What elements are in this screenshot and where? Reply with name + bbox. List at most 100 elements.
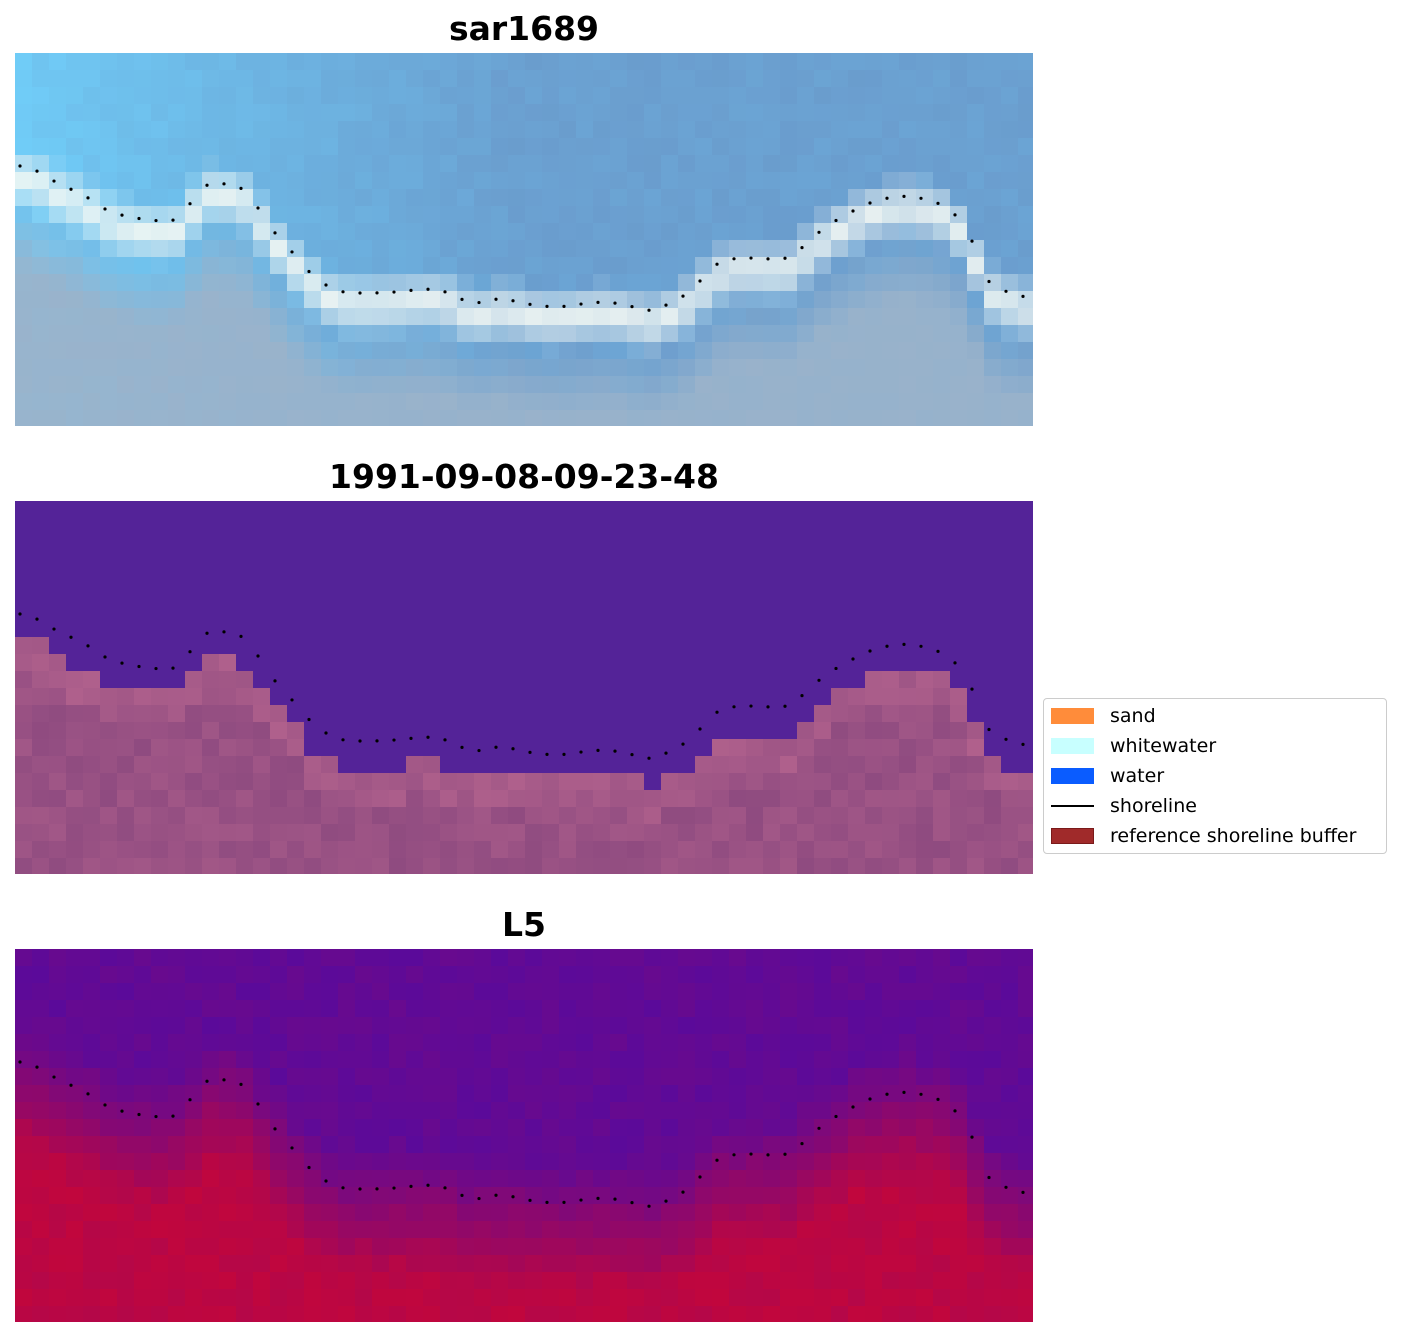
shoreline-dot [817, 230, 821, 234]
shoreline-dot [851, 1105, 855, 1109]
shoreline-dot [477, 1196, 481, 1201]
shoreline-dot [341, 738, 345, 742]
shoreline-dot [222, 182, 226, 186]
shoreline-dot [290, 1146, 294, 1150]
shoreline-dot [613, 749, 617, 753]
shoreline-dot [579, 1198, 583, 1202]
shoreline-dot [52, 627, 56, 631]
shoreline-dot [18, 612, 22, 616]
shoreline-dot [392, 290, 396, 294]
shoreline-dot [1021, 294, 1025, 298]
shoreline-dot [256, 654, 260, 658]
shoreline-dot [52, 1075, 56, 1079]
shoreline-dot [120, 213, 124, 217]
shoreline-dot [664, 303, 668, 307]
shoreline-dot [103, 1103, 107, 1107]
shoreline-dot [834, 666, 838, 671]
shoreline-dot [528, 750, 532, 754]
shoreline-dot [885, 196, 889, 200]
shoreline-dot [392, 738, 396, 742]
shoreline-dot [868, 649, 872, 653]
shoreline-dot [987, 1175, 991, 1180]
panel-title-classified: 1991-09-08-09-23-48 [329, 457, 719, 496]
shoreline-dot [596, 300, 600, 304]
shoreline-dot [120, 661, 124, 665]
shoreline-dot [783, 704, 787, 708]
shoreline-dot [239, 186, 243, 190]
shoreline-dot [290, 698, 294, 702]
shoreline-dot [222, 630, 226, 634]
shoreline-dot [936, 201, 940, 205]
shoreline-dot [494, 745, 498, 749]
shoreline-dot [69, 187, 73, 191]
shoreline-dot [154, 218, 158, 223]
shoreline-dot [766, 257, 770, 261]
shoreline-dot [664, 751, 668, 755]
shoreline-dot [477, 748, 481, 753]
shoreline-dot [460, 745, 464, 749]
shoreline-dot [715, 1158, 719, 1162]
panel-title-rgb: sar1689 [448, 9, 600, 48]
shoreline-dot [222, 1078, 226, 1082]
shoreline-dot [630, 1201, 634, 1205]
shoreline-dot [205, 183, 209, 187]
shoreline-dot [800, 694, 804, 698]
shoreline-dot [171, 218, 175, 222]
shoreline-dot [137, 1112, 141, 1117]
shoreline-dot [936, 1097, 940, 1101]
shoreline-dot [681, 294, 685, 298]
shoreline-dot [154, 666, 158, 671]
shoreline-dot [1004, 289, 1008, 293]
shoreline-dot [766, 1153, 770, 1157]
shoreline-dot [681, 742, 685, 746]
shoreline-dot [562, 752, 566, 756]
shoreline-dot [35, 1065, 39, 1069]
shoreline-dot [545, 304, 549, 308]
rgb-image-panel [15, 53, 1033, 426]
legend-item-sand: sand [1051, 705, 1156, 727]
shoreline-dot [426, 1183, 430, 1187]
shoreline-dot [392, 1186, 396, 1190]
shoreline-dot [919, 196, 923, 200]
shoreline-dot [18, 1060, 22, 1064]
shoreline-dot [18, 164, 22, 168]
shoreline-dot [69, 635, 73, 639]
shoreline-dot [205, 631, 209, 635]
shoreline-dot [443, 738, 447, 742]
shoreline-dot [86, 644, 90, 648]
sand-swatch-icon [1051, 708, 1094, 724]
shoreline-dot [783, 1152, 787, 1156]
legend-item-shoreline: shoreline [1051, 795, 1197, 817]
shoreline-dot [290, 250, 294, 254]
shoreline-dot [86, 196, 90, 200]
shoreline-dot [528, 302, 532, 306]
shoreline-dot [715, 262, 719, 266]
shoreline-dot [953, 661, 957, 665]
classified-image [15, 501, 1033, 874]
shoreline-dot [460, 297, 464, 301]
shoreline-dot [647, 1204, 651, 1208]
shoreline-dot [341, 290, 345, 294]
shoreline-dot [868, 201, 872, 205]
shoreline-dot [579, 750, 583, 754]
shoreline-dots [18, 1060, 1025, 1208]
shoreline-dot [732, 257, 736, 261]
shoreline-dot [256, 206, 260, 210]
shoreline-dot [902, 194, 906, 198]
shoreline-dot [239, 634, 243, 638]
shoreline-dot [545, 1200, 549, 1204]
shoreline-dot [103, 207, 107, 211]
shoreline-dot [273, 231, 277, 235]
shoreline-dot [698, 1175, 702, 1179]
shoreline-dot [749, 1152, 753, 1156]
shoreline-dot [409, 1184, 413, 1188]
shoreline-dot [851, 209, 855, 213]
shoreline-dot [154, 1114, 158, 1119]
shoreline-dot [358, 291, 362, 295]
panel-title-index: L5 [502, 905, 546, 944]
shoreline-dot [749, 256, 753, 260]
shoreline-dot [273, 679, 277, 683]
shoreline-dot [596, 748, 600, 752]
shoreline-dot [307, 717, 311, 722]
shoreline-dot [919, 1092, 923, 1096]
